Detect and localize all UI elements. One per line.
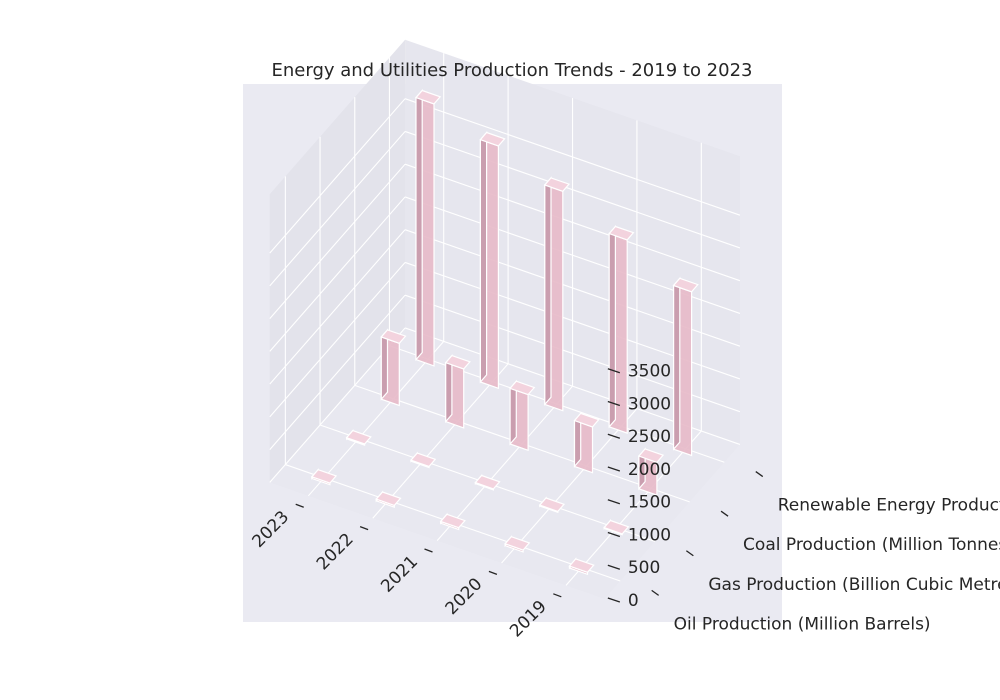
value-tick-label: 0 [628,591,639,611]
bar [608,224,635,434]
tick-mark [607,368,621,374]
tick-mark [359,526,369,531]
chart-title: Energy and Utilities Production Trends -… [272,60,753,81]
bar-top-face [479,131,506,147]
bar [409,451,437,469]
tick-mark [651,589,660,596]
bar-top-face [573,412,600,428]
bar-side-face [608,224,617,429]
value-tick-label: 500 [628,558,660,578]
bar-top-face [444,354,471,370]
bar [672,276,699,457]
floor-grid-line [501,408,638,564]
tick-mark [607,499,621,505]
series-tick-label: Coal Production (Million Tonnes) [743,535,1000,555]
bar-top-face [380,329,407,345]
back-grid-line [404,98,741,216]
bar [543,176,571,412]
side-grid-line [269,294,406,450]
tick-mark [553,593,562,598]
bar-top-face [439,513,466,529]
bar-side-face [445,354,453,424]
series-tick-label: Gas Production (Billion Cubic Metres) [708,575,1000,595]
bar-side-face [544,176,552,406]
series-tick-label: Oil Production (Million Barrels) [674,614,931,634]
bar [375,490,402,508]
tick-mark [607,531,621,538]
value-tick-label: 2500 [628,427,671,447]
tick-mark [755,471,764,478]
bar-top-face [375,491,402,507]
bar-top-face [414,89,442,105]
tick-marks [295,368,764,603]
bar [444,354,471,429]
bar-top-face [310,469,338,484]
back-grid-line [404,130,741,249]
tick-mark [685,550,694,557]
bar [479,130,506,390]
floor-grid-line [372,363,509,519]
bar-side-face [672,276,681,451]
tick-mark [607,466,621,472]
bar [568,557,595,576]
bars [310,88,699,576]
bar-top-face [672,277,699,293]
tick-mark [607,597,621,603]
bar [310,468,338,486]
bar-top-face [538,497,566,513]
floor-grid-line [436,385,573,541]
bar-side-face [479,130,488,384]
bar-top-face [345,429,372,445]
value-tick-label: 1500 [628,493,671,513]
bar [414,88,442,367]
bar [504,535,531,553]
bar-side-face [415,88,423,362]
bar [345,429,372,446]
bar-top-face [504,536,531,551]
side-grid-line [269,229,406,385]
tick-mark [607,400,621,407]
bar [509,379,536,452]
value-tick-label: 2000 [628,460,671,480]
series-tick-label: Renewable Energy Production (GWh) [778,496,1000,516]
tick-mark [607,433,621,439]
side-grid-line [269,98,406,254]
value-tick-label: 1000 [628,525,671,545]
bar-top-face [603,519,630,535]
bar [380,328,407,407]
bar-top-face [474,474,501,490]
bar [474,473,501,491]
side-grid-line [269,262,406,418]
bar-top-face [409,452,437,468]
tick-mark [295,503,304,508]
side-grid-line [269,163,406,319]
tick-mark [424,548,433,553]
bar-top-face [543,177,571,193]
side-pane [269,39,406,483]
floor-grid-line [307,341,445,497]
value-tick-label: 3500 [628,362,671,382]
side-grid-line [269,196,406,352]
bar-top-face [509,380,536,396]
back-grid-line [404,163,741,282]
value-tick-label: 3000 [628,394,671,414]
bar [573,411,600,474]
bar [538,496,566,514]
floor-grid-line [565,430,702,586]
bar-top-face [568,558,595,573]
bar [439,512,466,531]
bar-top-face [608,225,635,241]
bar-side-face [380,328,389,401]
bar-top-face [637,448,665,464]
tick-mark [488,570,498,576]
tick-mark [720,510,729,517]
bar [637,447,665,496]
tick-mark [607,564,621,570]
side-grid-line [269,131,406,287]
bar [603,518,630,536]
